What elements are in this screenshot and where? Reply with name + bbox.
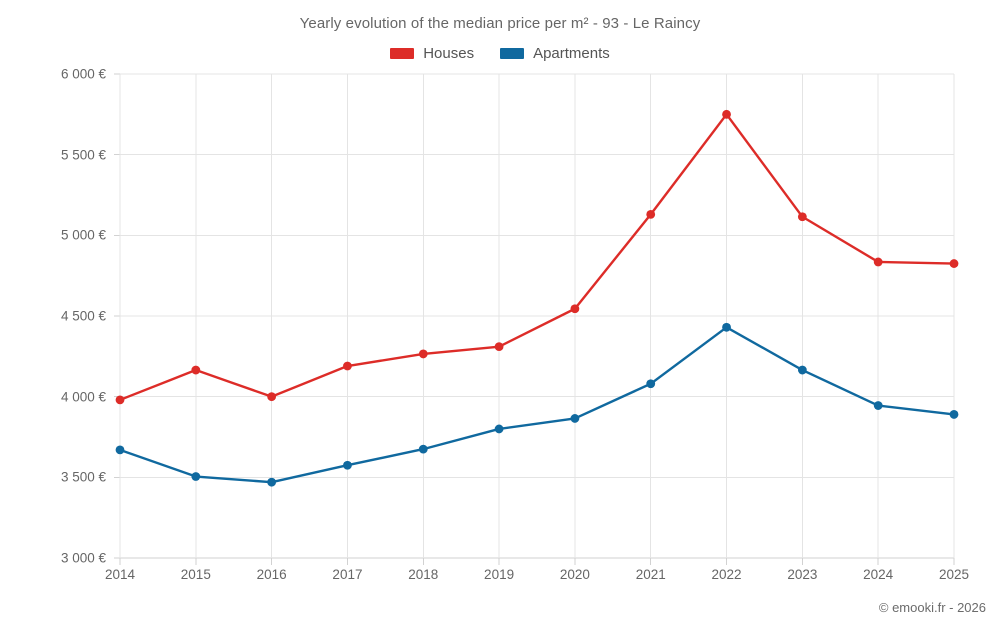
data-point-houses[interactable] [191, 365, 201, 375]
x-axis-tick-label: 2017 [332, 567, 363, 582]
x-axis-tick-label: 2023 [787, 567, 818, 582]
x-axis-tick-label: 2020 [559, 567, 590, 582]
y-axis-tick-label: 6 000 € [60, 66, 106, 82]
legend-item-apartments[interactable]: Apartments [500, 45, 610, 62]
copyright-credit: © emooki.fr - 2026 [878, 600, 986, 615]
data-point-apartments[interactable] [949, 410, 959, 419]
y-axis-tick-label: 5 500 € [60, 147, 106, 163]
data-point-apartments[interactable] [267, 477, 277, 487]
data-point-apartments[interactable] [343, 460, 352, 470]
x-axis-tick-label: 2021 [635, 567, 666, 582]
y-axis-tick-label: 3 500 € [60, 469, 106, 485]
data-point-apartments[interactable] [494, 424, 504, 434]
data-point-houses[interactable] [873, 257, 883, 267]
legend-label-houses: Houses [423, 45, 475, 62]
y-axis-tick-label: 5 000 € [60, 227, 106, 243]
x-axis-tick-label: 2018 [408, 567, 439, 582]
y-axis-tick-label: 4 000 € [60, 389, 106, 405]
x-axis-tick-label: 2015 [180, 567, 211, 582]
data-point-houses[interactable] [646, 209, 656, 219]
data-point-houses[interactable] [267, 392, 277, 402]
x-axis-tick-label: 2025 [938, 567, 970, 582]
chart-title: Yearly evolution of the median price per… [299, 15, 701, 32]
data-point-houses[interactable] [722, 109, 731, 119]
chart-legend: Houses Apartments [0, 45, 1000, 62]
x-axis-tick-label: 2024 [863, 567, 894, 582]
x-axis-tick-label: 2022 [711, 567, 742, 582]
data-point-apartments[interactable] [797, 365, 807, 375]
data-point-apartments[interactable] [570, 414, 580, 423]
data-point-houses[interactable] [115, 395, 125, 405]
data-point-apartments[interactable] [191, 472, 201, 481]
x-axis-tick-label: 2019 [484, 567, 515, 582]
data-point-apartments[interactable] [646, 379, 656, 389]
data-point-apartments[interactable] [722, 322, 731, 332]
y-axis-tick-label: 3 000 € [60, 550, 106, 566]
data-point-houses[interactable] [494, 342, 504, 352]
legend-item-houses[interactable]: Houses [390, 45, 474, 62]
legend-label-apartments: Apartments [533, 45, 610, 62]
data-point-apartments[interactable] [418, 444, 428, 454]
legend-swatch-apartments [500, 48, 525, 59]
data-point-houses[interactable] [570, 304, 580, 314]
series-line-houses [118, 113, 956, 402]
legend-swatch-houses [390, 48, 415, 59]
data-point-apartments[interactable] [115, 445, 125, 455]
series-line-apartments [118, 326, 956, 484]
data-point-houses[interactable] [343, 361, 352, 371]
y-axis-tick-label: 4 500 € [60, 308, 106, 324]
data-point-houses[interactable] [418, 349, 428, 359]
x-axis-tick-label: 2016 [256, 567, 287, 582]
data-point-apartments[interactable] [873, 401, 883, 410]
x-axis-tick-label: 2014 [104, 567, 136, 582]
data-point-houses[interactable] [949, 259, 959, 268]
data-point-houses[interactable] [797, 212, 807, 222]
